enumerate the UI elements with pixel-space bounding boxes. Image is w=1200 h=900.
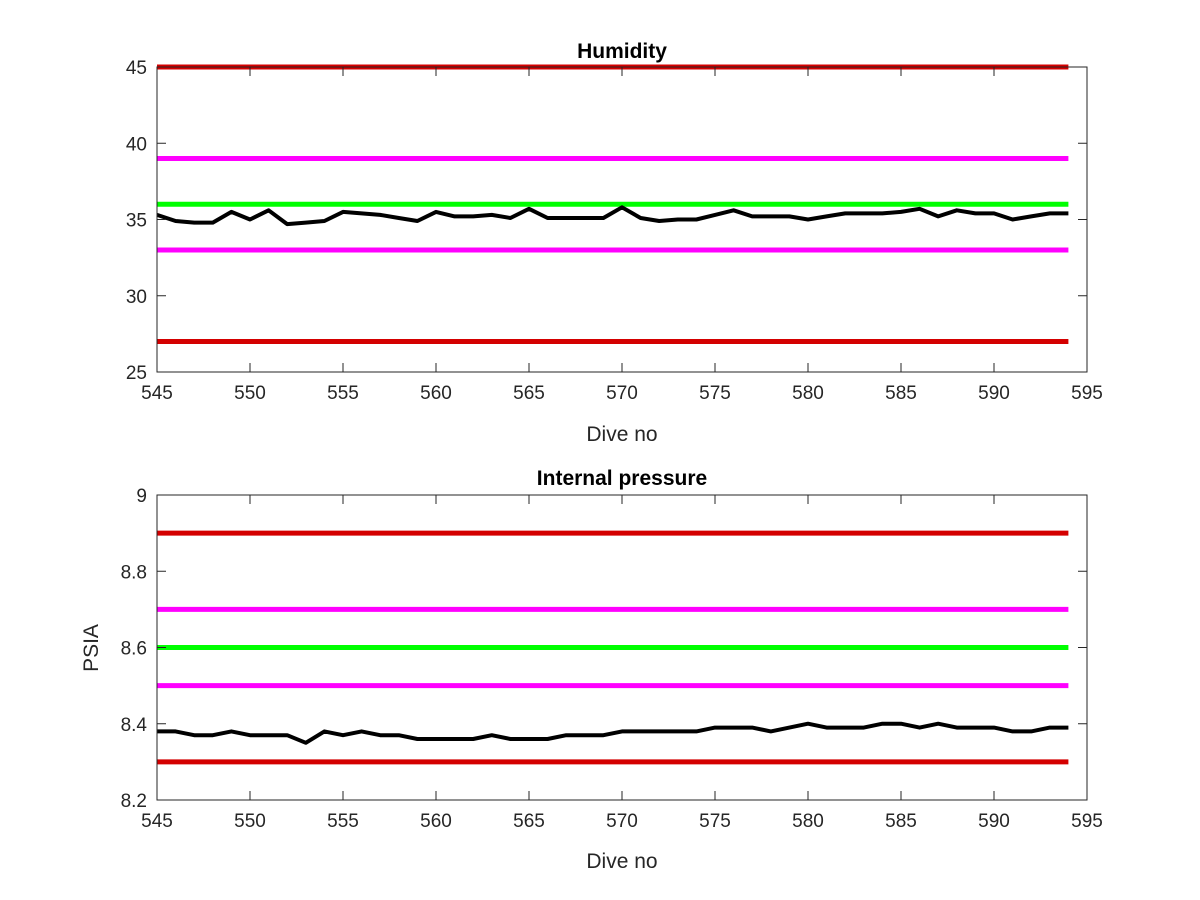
pressure-x-tick-label: 550 (234, 811, 266, 832)
pressure-x-axis-label: Dive no (586, 850, 657, 873)
humidity-x-tick-label: 570 (606, 383, 638, 404)
humidity-series (156, 64, 1069, 344)
pressure-x-tick-label: 555 (327, 811, 359, 832)
humidity-y-tick-label: 35 (126, 211, 147, 232)
humidity-x-tick-label: 580 (792, 383, 824, 404)
humidity-title: Humidity (577, 40, 667, 63)
pressure-x-tick-label: 585 (885, 811, 917, 832)
pressure-y-tick-label: 8.4 (121, 715, 148, 736)
humidity-x-tick-label: 545 (141, 383, 173, 404)
humidity-y-tick-label: 45 (126, 58, 147, 79)
humidity-x-tick-label: 555 (327, 383, 359, 404)
pressure-title: Internal pressure (537, 467, 707, 490)
humidity-y-tick-label: 25 (126, 363, 147, 384)
humidity-y-tick-label: 30 (126, 287, 147, 308)
pressure-x-tick-label: 570 (606, 811, 638, 832)
humidity-x-tick-label: 595 (1071, 383, 1103, 404)
humidity-y-tick-label: 40 (126, 134, 147, 155)
pressure-x-tick-label: 565 (513, 811, 545, 832)
humidity-x-tick-label: 565 (513, 383, 545, 404)
humidity-x-tick-label: 550 (234, 383, 266, 404)
pressure-x-tick-label: 545 (141, 811, 173, 832)
pressure-y-tick-label: 8.6 (121, 639, 147, 660)
pressure-x-tick-label: 575 (699, 811, 731, 832)
humidity-x-axis-label: Dive no (586, 423, 657, 446)
humidity-x-tick-label: 560 (420, 383, 452, 404)
pressure-x-tick-label: 595 (1071, 811, 1103, 832)
pressure-y-tick-label: 8.8 (121, 562, 147, 583)
humidity-ticks: 545 550 555 560 565 570 575 580 585 590 595 25 30 35 4… (126, 58, 1103, 404)
pressure-x-tick-label: 560 (420, 811, 452, 832)
pressure-x-tick-label: 590 (978, 811, 1010, 832)
humidity-axes: 545 550 555 560 565 570 575 580 585 590 595 25 30 35 4… (126, 40, 1103, 446)
pressure-y-tick-label: 8.2 (121, 791, 147, 812)
humidity-x-tick-label: 585 (885, 383, 917, 404)
humidity-x-tick-label: 590 (978, 383, 1010, 404)
pressure-ticks: 545 550 555 560 565 570 575 580 585 590 595 8.2 8.4 8… (121, 486, 1103, 832)
pressure-series (157, 530, 1069, 765)
pressure-y-axis-label: PSIA (80, 624, 103, 672)
pressure-x-tick-label: 580 (792, 811, 824, 832)
pressure-data-line (157, 721, 1069, 745)
humidity-data-line (156, 205, 1069, 227)
humidity-x-tick-label: 575 (699, 383, 731, 404)
pressure-y-tick-label: 9 (136, 486, 147, 507)
pressure-axes: 545 550 555 560 565 570 575 580 585 590 595 8.2 8.4 8… (80, 467, 1103, 873)
humidity-plot-frame (156, 66, 1088, 373)
